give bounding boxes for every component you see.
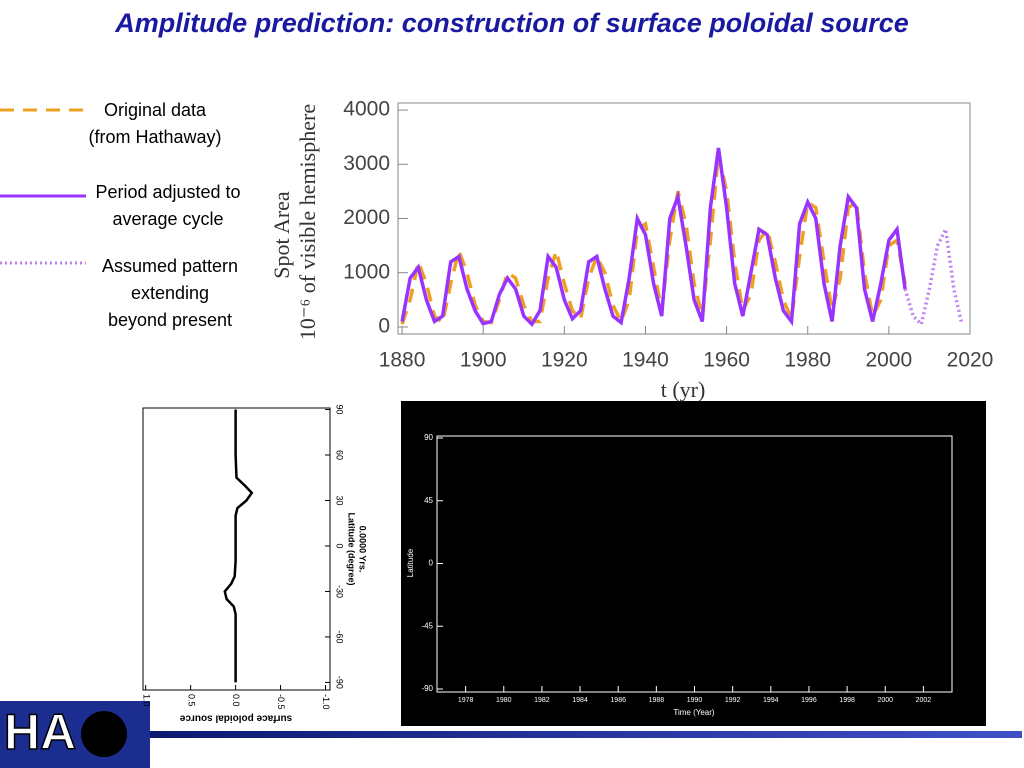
- x-tick-label: 1990: [687, 697, 703, 704]
- footer-bar: [150, 731, 1022, 738]
- x-tick-label: 1980: [496, 697, 512, 704]
- source-tick-label: -1.0: [321, 694, 331, 710]
- x-tick-label: 1996: [801, 697, 817, 704]
- y-axis-label: Latitude: [406, 548, 415, 577]
- x-tick-label: 2020: [947, 349, 994, 372]
- y-tick-label: -90: [421, 684, 433, 693]
- lat-tick-label: -90: [335, 676, 345, 689]
- x-tick-label: 1960: [703, 349, 750, 372]
- source-tick-label: 1.0: [141, 694, 151, 707]
- lat-tick-label: 90: [335, 405, 345, 415]
- x-tick-label: 1984: [572, 697, 588, 704]
- legend-entry: Period adjusted to average cycle: [95, 182, 241, 229]
- y-tick-label: 4000: [343, 98, 390, 121]
- series-line: [400, 147, 907, 328]
- x-tick-label: 1978: [458, 697, 474, 704]
- source-tick-label: -0.5: [276, 694, 286, 710]
- axis-label: 0.0000 Yrs.: [358, 526, 368, 573]
- x-tick-label: 1994: [763, 697, 779, 704]
- y-tick-label: 3000: [343, 152, 390, 175]
- x-tick-label: 1992: [725, 697, 741, 704]
- x-axis-label: t (yr): [661, 377, 706, 402]
- y-tick-label: -45: [421, 621, 433, 630]
- y-tick-label: 2000: [343, 206, 390, 229]
- x-tick-label: 1980: [784, 349, 831, 372]
- x-tick-label: 1940: [622, 349, 669, 372]
- y-tick-label: 1000: [343, 260, 390, 283]
- x-tick-label: 1988: [649, 697, 665, 704]
- series-line: [400, 153, 907, 326]
- y-tick-label: 90: [424, 433, 433, 442]
- profile-line: [223, 409, 254, 683]
- axis-label: Latitude (degree): [347, 512, 357, 585]
- lat-tick-label: -60: [335, 630, 345, 643]
- x-tick-label: 1982: [534, 697, 550, 704]
- y-tick-label: 0: [429, 559, 434, 568]
- legend-entry: Assumed pattern extending beyond present: [101, 256, 239, 330]
- logo-circle: [81, 711, 127, 757]
- axis-label: surface poloidal source: [179, 712, 292, 723]
- x-tick-label: 2000: [866, 349, 913, 372]
- lat-tick-label: 60: [335, 450, 345, 460]
- x-tick-label: 2000: [877, 697, 893, 704]
- x-tick-label: 1880: [379, 349, 426, 372]
- y-axis-label: 10⁻⁶ of visible hemisphere: [295, 104, 320, 340]
- legend-entry: Original data (from Hathaway): [88, 100, 222, 147]
- source-tick-label: 0.5: [186, 694, 196, 707]
- y-tick-label: 0: [378, 314, 390, 337]
- y-tick-label: 45: [424, 496, 433, 505]
- map-background: [401, 401, 986, 726]
- title: Amplitude prediction: construction of su…: [115, 8, 909, 38]
- x-tick-label: 1900: [460, 349, 507, 372]
- x-tick-label: 1998: [839, 697, 855, 704]
- source-tick-label: 0.0: [231, 694, 241, 707]
- y-axis-label: Spot Area: [269, 191, 294, 279]
- lat-tick-label: 0: [335, 543, 345, 548]
- x-axis-label: Time (Year): [673, 708, 715, 717]
- lat-tick-label: -30: [335, 585, 345, 598]
- lat-tick-label: 30: [335, 495, 345, 505]
- logo-text: HA: [4, 704, 76, 760]
- x-tick-label: 1986: [610, 697, 626, 704]
- x-tick-label: 2002: [916, 697, 932, 704]
- x-tick-label: 1920: [541, 349, 588, 372]
- series-line: [903, 223, 964, 328]
